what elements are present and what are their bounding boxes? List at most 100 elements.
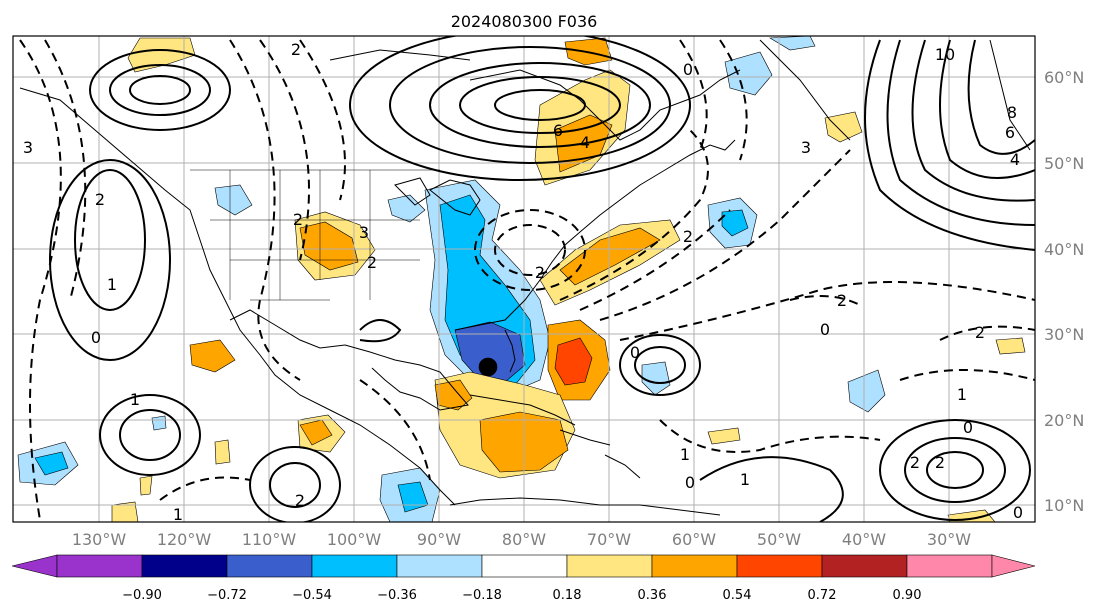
lat-label: 40°N — [1044, 240, 1084, 259]
colorbar-tick: −0.36 — [377, 588, 417, 603]
yellow-anomaly-africa — [995, 337, 1026, 355]
contour-label: 3 — [359, 223, 369, 242]
colorbar-segment — [311, 554, 398, 578]
contour-label: 0 — [963, 418, 973, 437]
colorbar-tick: 0.36 — [638, 588, 667, 603]
colorbar-min-arrow — [11, 554, 58, 578]
contour-label: 4 — [1010, 150, 1020, 169]
contour-label: 2 — [683, 227, 693, 246]
contour-label: 3 — [801, 138, 811, 157]
colorbar-tick: −0.90 — [122, 588, 162, 603]
red-anomaly-bahamas — [554, 337, 593, 386]
contour-label: 0 — [685, 473, 695, 492]
lon-label: 130°W — [72, 530, 127, 549]
contour-label: 8 — [1007, 103, 1017, 122]
contour-label: 6 — [1005, 123, 1015, 142]
contour-label: 1 — [173, 505, 183, 524]
contour-label: 10 — [935, 45, 955, 64]
blue-patch-pacific-sw-core — [34, 451, 69, 476]
lon-label: 120°W — [157, 530, 212, 549]
blue-patch-midatlantic — [641, 361, 671, 396]
orange-anomaly-pacific-mx — [299, 419, 333, 446]
lon-label: 110°W — [242, 530, 297, 549]
blue-patch-atlantic-north-core — [721, 209, 749, 237]
yellow-anomaly-pacific-small — [214, 439, 231, 465]
lat-label: 20°N — [1044, 411, 1084, 430]
orange-anomaly-east-coast — [559, 227, 661, 286]
yellow-anomaly-atlantic-east — [824, 111, 863, 143]
colorbar-tick: 0.72 — [808, 588, 837, 603]
yellow-anomaly-pacific-sw2 — [139, 475, 153, 496]
contour-label: 3 — [23, 138, 33, 157]
shaded-anomaly-fields — [17, 36, 1026, 522]
colorbar-segment — [821, 554, 908, 578]
contour-label: 2 — [291, 40, 301, 59]
contour-label: 2 — [535, 263, 545, 282]
blue-patch-pacific-small — [151, 415, 167, 431]
solid-contours — [49, 36, 1035, 522]
contour-label: 2 — [367, 253, 377, 272]
contour-label: 2 — [837, 291, 847, 310]
colorbar-segment — [396, 554, 483, 578]
lon-label: 100°W — [327, 530, 382, 549]
lat-label: 50°N — [1044, 154, 1084, 173]
colorbar-ticks: −0.90 −0.72 −0.54 −0.36 −0.18 0.18 0.36 … — [122, 588, 921, 603]
political-boundaries — [190, 169, 440, 301]
contour-label: 0 — [630, 343, 640, 362]
yellow-anomaly-atlantic-south — [707, 427, 741, 445]
contour-label: 2 — [95, 190, 105, 209]
contour-label: 0 — [91, 328, 101, 347]
lon-label: 30°W — [927, 530, 971, 549]
contour-label: 1 — [107, 275, 117, 294]
contour-label: 2 — [975, 323, 985, 342]
lon-label: 60°W — [672, 530, 716, 549]
blue-patch-plains — [214, 184, 253, 216]
colorbar-segment — [566, 554, 653, 578]
yellow-anomaly-pacific-sw — [111, 501, 139, 522]
contour-labels: 2 2 6 4 3 3 10 8 6 4 2 0 2 2 3 2 1 0 2 0… — [23, 40, 1023, 524]
map-frame — [12, 35, 1036, 523]
colorbar-segment — [906, 554, 993, 578]
lat-label: 30°N — [1044, 325, 1084, 344]
contour-label: 4 — [580, 133, 590, 152]
colorbar-segment — [226, 554, 313, 578]
colorbar-max-arrow — [991, 554, 1036, 578]
colorbar-segment — [56, 554, 143, 578]
colorbar-segment — [481, 554, 568, 578]
lon-label: 80°W — [502, 530, 546, 549]
orange-anomaly-yucatan — [434, 379, 473, 411]
blue-anomaly-gulf-strong — [454, 321, 526, 383]
contour-label: 2 — [295, 491, 305, 510]
blue-patch-arctic — [768, 36, 816, 51]
contour-label: 0 — [820, 320, 830, 339]
contour-label: 0 — [683, 60, 693, 79]
colorbar-tick: −0.18 — [462, 588, 502, 603]
blue-patch-east-atlantic — [847, 369, 886, 413]
lon-label: 70°W — [587, 530, 631, 549]
orange-anomaly-plains — [299, 221, 359, 271]
colorbar — [11, 554, 1036, 578]
colorbar-tick: −0.54 — [292, 588, 332, 603]
longitude-labels: 130°W 120°W 110°W 100°W 90°W 80°W 70°W 6… — [72, 530, 971, 549]
contour-label: 2 — [293, 210, 303, 229]
lon-label: 50°W — [757, 530, 801, 549]
blue-patch-labrador — [724, 51, 773, 96]
contour-label: 2 — [935, 453, 945, 472]
colorbar-segment — [651, 554, 738, 578]
contour-label: 1 — [957, 385, 967, 404]
contour-label: 1 — [740, 470, 750, 489]
contour-label: 0 — [1013, 503, 1023, 522]
colorbar-tick: 0.18 — [553, 588, 582, 603]
map-title: 2024080300 F036 — [451, 12, 598, 31]
graticule — [13, 36, 1035, 522]
lon-label: 40°W — [842, 530, 886, 549]
lat-label: 10°N — [1044, 496, 1084, 515]
latitude-labels: 60°N 50°N 40°N 30°N 20°N 10°N — [1044, 68, 1084, 515]
lon-label: 90°W — [417, 530, 461, 549]
colorbar-tick: −0.72 — [207, 588, 247, 603]
contour-label: 1 — [130, 390, 140, 409]
storm-center-marker — [478, 357, 498, 377]
colorbar-segment — [141, 554, 228, 578]
dashed-contours — [19, 39, 1035, 521]
contour-label: 2 — [910, 453, 920, 472]
